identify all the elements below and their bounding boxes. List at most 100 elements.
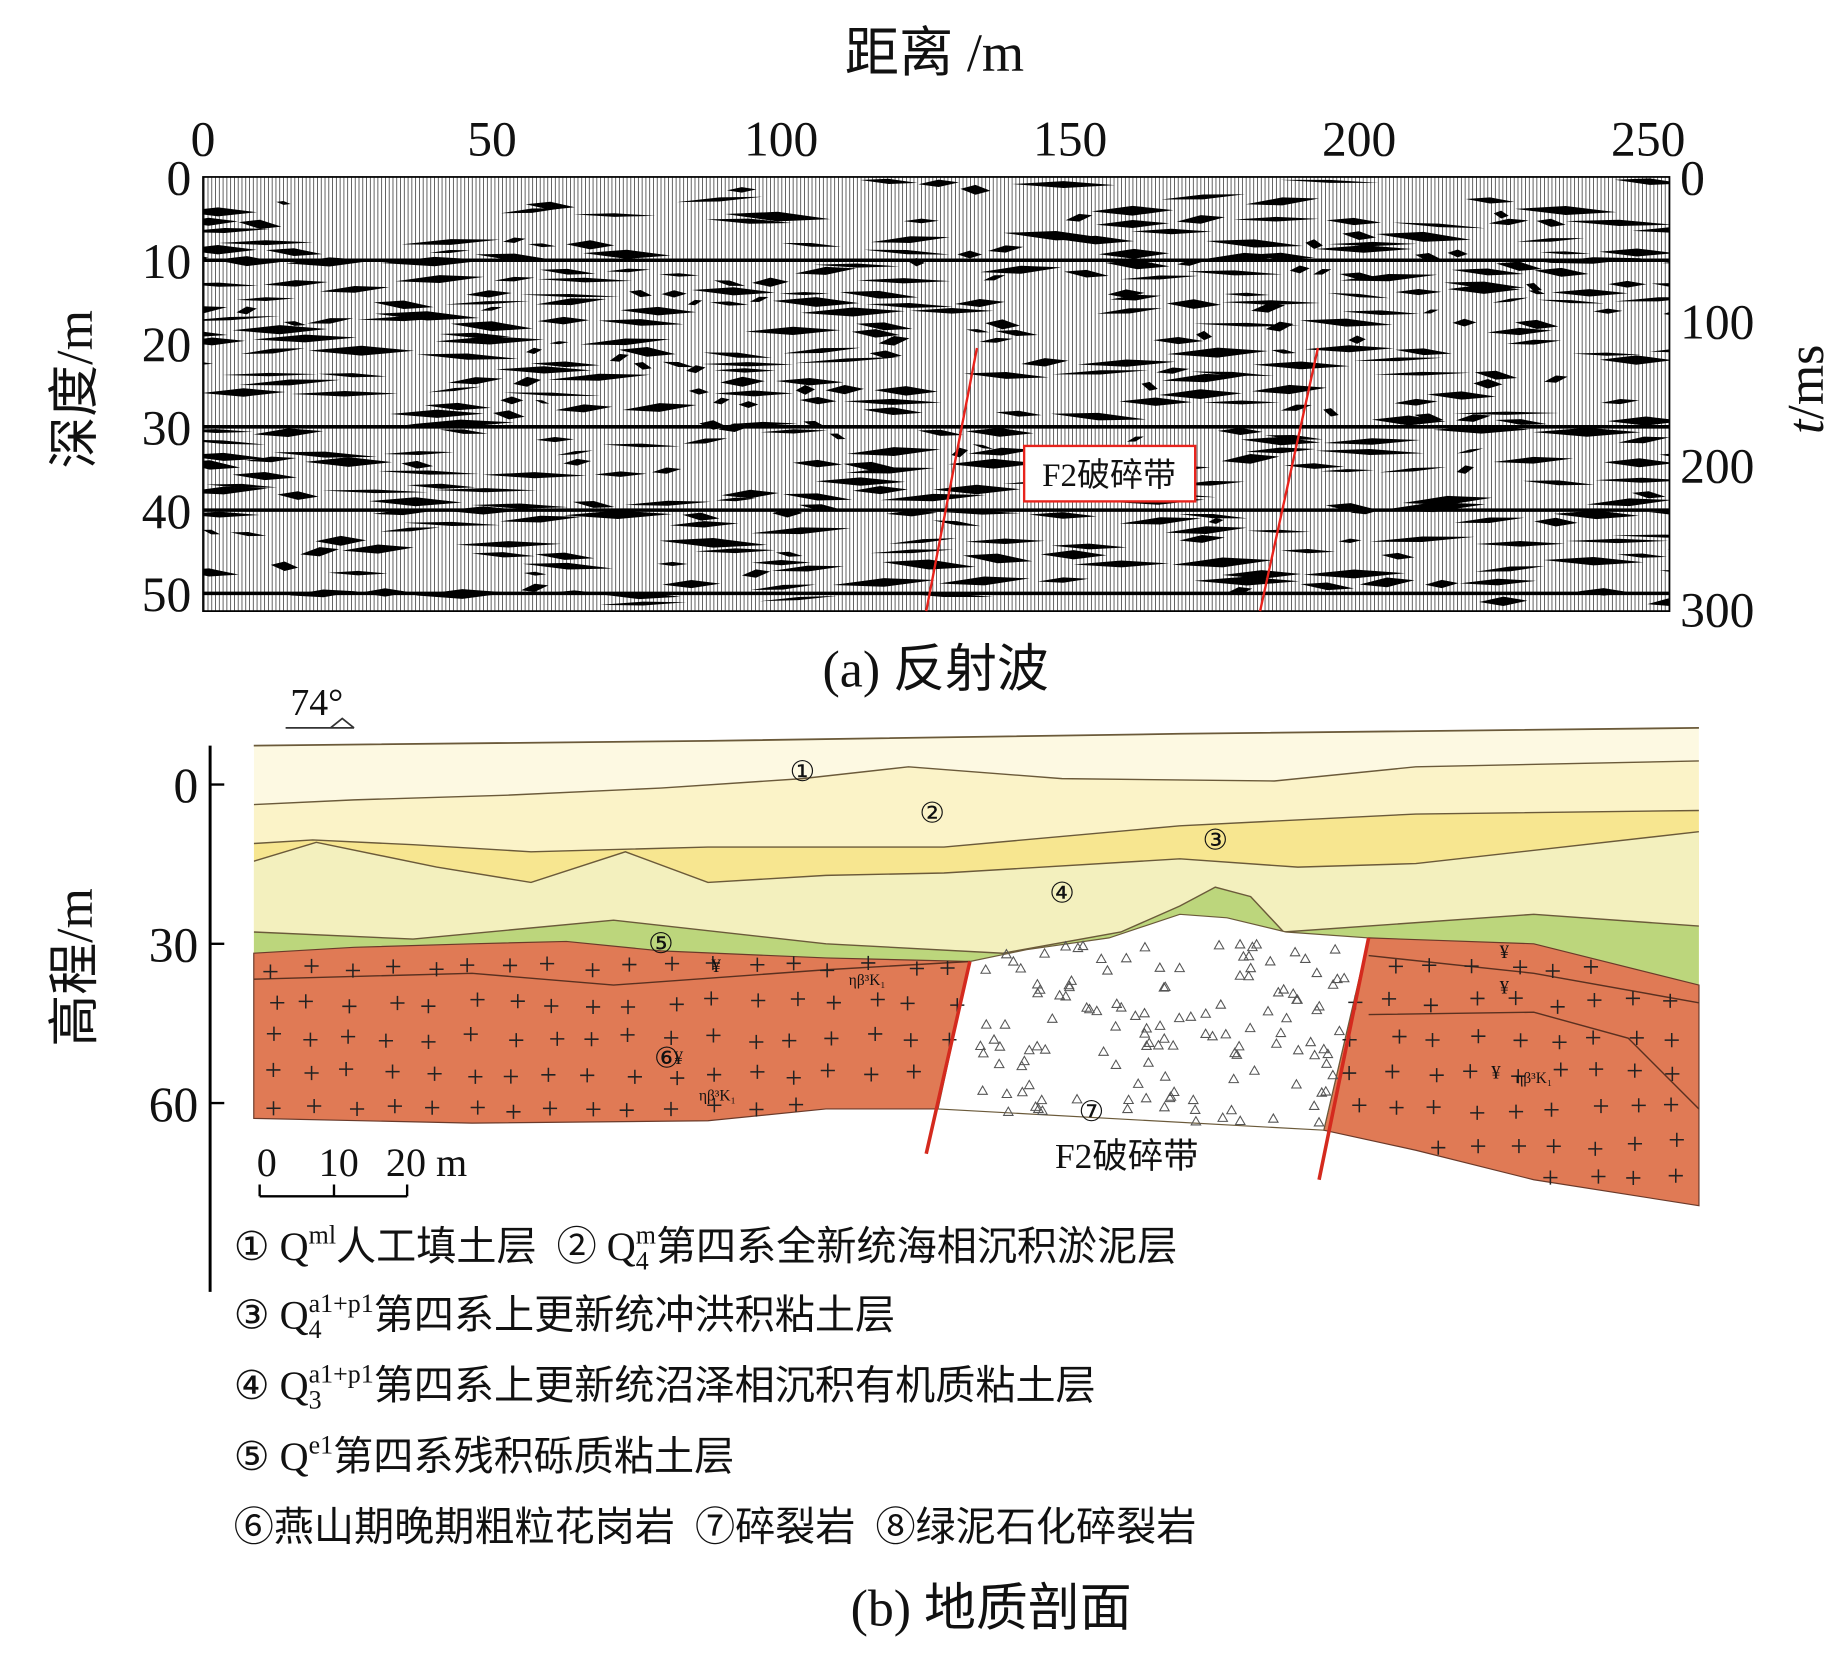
legend-text: 人工填土层 ② Q [336, 1224, 636, 1269]
layer-boundary [253, 809, 1699, 853]
scale-bar-label: 10 [319, 1140, 359, 1185]
legend-text: ⑤ Q [234, 1434, 309, 1479]
breccia-pattern [974, 938, 1350, 1127]
seismic-traces [203, 176, 1670, 612]
reflection-band [203, 453, 1670, 471]
reflection-band [369, 493, 1670, 512]
legend-superscript: a1+p1 [309, 1289, 374, 1318]
legend-text: ⑥燕山期晚期粗粒花岗岩 ⑦碎裂岩 ⑧绿泥石化碎裂岩 [234, 1505, 1197, 1550]
legend-line: ① Qml人工填土层 ② Q4m第四系全新统海相沉积淤泥层 [234, 1220, 1178, 1275]
y-tick-label: 0 [174, 758, 199, 813]
legend-superscript: m [636, 1220, 656, 1249]
y-tick-label: 10 [142, 234, 192, 289]
reflection-band [203, 274, 1670, 292]
reflection-band [203, 315, 1559, 332]
y2-tick-label: 200 [1680, 439, 1754, 494]
legend-text: ④ Q [234, 1363, 309, 1408]
scale-bar [258, 1184, 409, 1198]
rock-symbol: ¥ [1500, 977, 1510, 998]
legend-subscript: 4 [309, 1315, 322, 1344]
layer-boundary [253, 886, 1699, 954]
dip-symbol [285, 717, 355, 729]
reflection-band [222, 365, 1518, 380]
rock-symbol: ¥ [712, 956, 722, 977]
reflection-band [390, 403, 1559, 422]
y2-axis-title: t/ms [1778, 345, 1835, 434]
legend-superscript: e1 [309, 1430, 333, 1459]
layer-boundary [253, 760, 1699, 806]
x-tick-label: 50 [467, 112, 517, 167]
y-tick-label: 0 [166, 151, 191, 206]
layer-label: ⑤ [648, 929, 673, 960]
legend-line: ⑥燕山期晚期粗粒花岗岩 ⑦碎裂岩 ⑧绿泥石化碎裂岩 [234, 1505, 1197, 1550]
legend-text: 第四系上更新统冲洪积粘土层 [374, 1292, 895, 1337]
fault-line [924, 961, 972, 1155]
x-tick-label: 100 [744, 112, 818, 167]
y2-axis-unit: /ms [1778, 345, 1835, 420]
caption: (a) 反射波 [823, 642, 1049, 699]
reflection-band [203, 447, 1670, 461]
reflection-band [320, 284, 1628, 299]
layer-label: ③ [1203, 825, 1228, 856]
y-tick-label: 30 [142, 401, 192, 456]
annotation-box [1022, 444, 1197, 503]
y-tick-label: 20 [142, 317, 192, 372]
reflection-band [203, 334, 1562, 346]
x-tick-label: 250 [1611, 112, 1685, 167]
reflection-band [424, 396, 1640, 411]
reflection-band [203, 303, 1670, 321]
fault-line [1258, 347, 1320, 612]
annotation: F2破碎带 [1042, 457, 1176, 494]
rock-code: ηβ³K₁ [699, 1088, 736, 1105]
reflection-band [240, 345, 1670, 360]
granite [253, 940, 971, 1124]
reflection-band [239, 373, 1568, 391]
y2-tick-label: 100 [1680, 295, 1754, 350]
reflection-band [270, 556, 1644, 572]
granite-pattern [263, 955, 1684, 1186]
granite-boundary [253, 960, 970, 986]
reflection-band [276, 194, 1515, 210]
reflection-band [315, 535, 1669, 550]
reflection-band [662, 576, 1536, 591]
rock-symbol: ¥ [1500, 942, 1510, 963]
reflection-band [404, 515, 1578, 528]
x-axis-title: 距离 /m [845, 23, 1024, 83]
reflection-band [300, 544, 1670, 564]
legend-text: ③ Q [234, 1292, 309, 1337]
reflection-band [203, 384, 1497, 400]
rock-code: ηβ³K₁ [849, 972, 886, 989]
legend-text: ① Q [234, 1224, 309, 1269]
reflection-band [289, 583, 1630, 600]
layer-label: ② [919, 798, 944, 829]
reflection-band [203, 436, 1670, 450]
y-tick-label: 50 [142, 567, 192, 622]
x-tick-label: 200 [1322, 112, 1396, 167]
reflection-band [203, 565, 1670, 579]
layer-label: ⑦ [1079, 1097, 1104, 1128]
fault-line [1317, 937, 1371, 1181]
legend-superscript: a1+p1 [309, 1360, 374, 1389]
reflection-band [203, 423, 1641, 440]
reflection-band [203, 353, 1670, 370]
reflection-band [203, 252, 1670, 271]
y-axis-title: 深度/m [47, 310, 104, 469]
reflection-band [203, 244, 1670, 262]
rock-symbol: ¥ [674, 1048, 684, 1069]
y2-tick-label: 300 [1680, 582, 1754, 637]
y2-axis-variable: t [1778, 418, 1835, 434]
legend-text: 第四系全新统海相沉积淤泥层 [656, 1224, 1177, 1269]
fault-line [925, 347, 979, 612]
scale-bar-label: 0 [257, 1140, 277, 1185]
granite-boundary [1368, 954, 1700, 1004]
legend-line: ⑤ Qe1第四系残积砾质粘土层 [234, 1430, 735, 1479]
layer-label: ④ [1049, 879, 1074, 910]
dip-label: 74° [290, 682, 343, 724]
rock-code: ηβ³K₁ [1515, 1070, 1552, 1087]
y2-tick-label: 0 [1680, 151, 1705, 206]
reflection-band [218, 235, 1585, 250]
layer-label: ⑥ [654, 1044, 679, 1075]
granite [1323, 937, 1700, 1207]
reflection-band [203, 321, 1552, 341]
